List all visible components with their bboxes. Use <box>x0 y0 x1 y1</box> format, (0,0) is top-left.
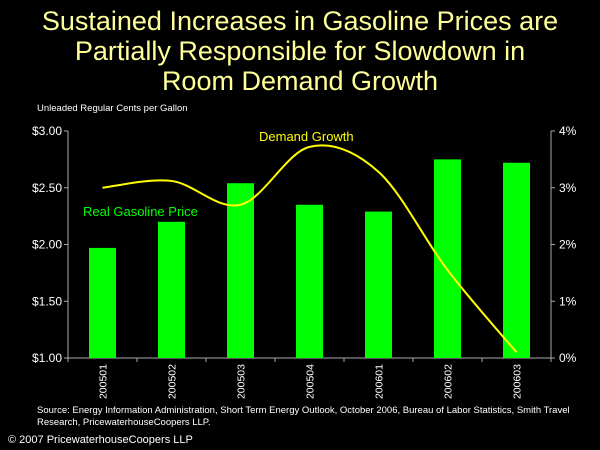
right-tick-label: 0% <box>559 351 577 365</box>
bar-200501 <box>89 247 116 358</box>
right-tick-label: 3% <box>559 181 577 195</box>
left-tick-label: $1.00 <box>32 351 62 365</box>
series-label-demand-growth: Demand Growth <box>259 129 354 144</box>
series-label-real-gasoline-price: Real Gasoline Price <box>83 204 198 219</box>
right-tick-label: 4% <box>559 124 577 138</box>
x-tick-label: 200504 <box>305 364 317 399</box>
title-line-2: Partially Responsible for Slowdown in <box>74 36 526 66</box>
bar-200503 <box>227 183 254 358</box>
left-tick-label: $3.00 <box>32 124 62 138</box>
x-tick-label: 200502 <box>167 364 179 399</box>
left-tick-label: $2.00 <box>32 238 62 252</box>
bar-200601 <box>365 211 392 358</box>
title-line-1: Sustained Increases in Gasoline Prices a… <box>41 6 559 36</box>
source-note: Source: Energy Information Administratio… <box>37 405 570 428</box>
x-tick-label: 200501 <box>98 364 110 399</box>
bar-200603 <box>503 162 530 358</box>
x-tick-label: 200601 <box>374 364 386 399</box>
left-tick-label: $1.50 <box>32 294 62 308</box>
chart-title: Sustained Increases in Gasoline Prices a… <box>0 6 600 96</box>
title-line-3: Room Demand Growth <box>161 66 439 96</box>
units-label: Unleaded Regular Cents per Gallon <box>37 103 188 114</box>
bar-200602 <box>434 159 461 358</box>
left-tick-label: $2.50 <box>32 181 62 195</box>
x-tick-label: 200602 <box>443 364 455 399</box>
bar-200502 <box>158 221 185 358</box>
x-tick-label: 200603 <box>512 364 524 399</box>
right-tick-label: 2% <box>559 238 577 252</box>
bar-200504 <box>296 204 323 358</box>
copyright: © 2007 PricewaterhouseCoopers LLP <box>8 434 193 446</box>
x-tick-label: 200503 <box>236 364 248 399</box>
right-tick-label: 1% <box>559 294 577 308</box>
